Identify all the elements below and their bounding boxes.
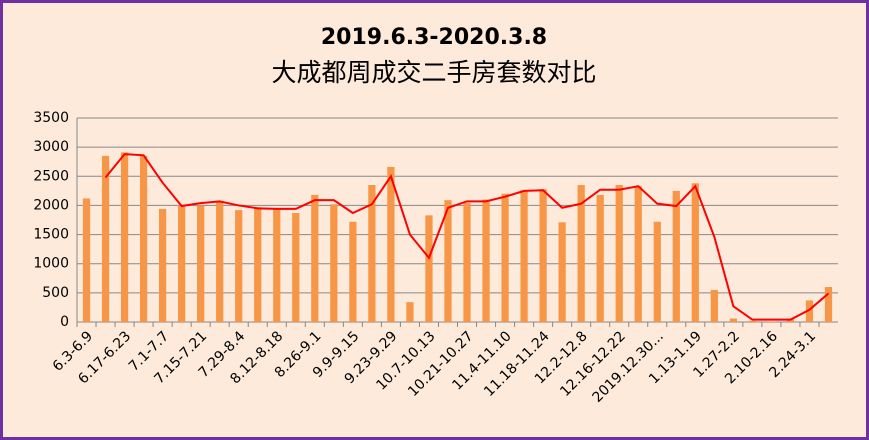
- bar: [425, 215, 433, 322]
- bar: [330, 204, 338, 322]
- y-tick-label: 2000: [33, 197, 69, 213]
- bar: [691, 183, 699, 322]
- y-tick-label: 2500: [33, 168, 69, 184]
- y-tick-label: 500: [42, 285, 69, 301]
- bar: [444, 200, 452, 322]
- y-tick-label: 3000: [33, 139, 69, 155]
- bar: [273, 209, 281, 322]
- bar: [577, 185, 585, 322]
- bar: [120, 152, 129, 322]
- bar: [672, 190, 680, 322]
- bar: [501, 193, 509, 322]
- chart-title: 2019.6.3-2020.3.8: [321, 25, 547, 50]
- bar: [463, 203, 471, 322]
- bar: [729, 318, 737, 322]
- bar: [387, 166, 395, 322]
- bar: [558, 222, 566, 322]
- bar: [824, 287, 833, 322]
- bar: [178, 205, 186, 322]
- bar: [158, 208, 167, 322]
- bar: [710, 289, 718, 322]
- y-tick-label: 3500: [33, 110, 69, 126]
- bar: [406, 302, 414, 322]
- bar: [101, 155, 110, 322]
- bar: [539, 189, 547, 322]
- bar: [634, 186, 642, 322]
- bar: [82, 198, 91, 322]
- bar: [311, 194, 319, 322]
- y-tick-label: 1000: [33, 256, 69, 272]
- bar: [349, 221, 357, 322]
- bar: [216, 201, 224, 322]
- bar: [615, 185, 623, 322]
- bar: [368, 185, 376, 322]
- bar: [197, 205, 205, 322]
- y-tick-label: 0: [60, 314, 69, 330]
- bar: [520, 190, 528, 322]
- bar: [235, 210, 243, 322]
- bar: [748, 320, 757, 322]
- bar: [292, 213, 300, 322]
- bar: [767, 321, 776, 322]
- bar: [596, 194, 604, 322]
- line: [104, 153, 830, 321]
- bar: [139, 155, 148, 322]
- bar: [254, 207, 262, 322]
- bar: [653, 221, 661, 322]
- bar: [805, 300, 814, 322]
- chart-subtitle: 大成都周成交二手房套数对比: [271, 58, 596, 87]
- y-tick-label: 1500: [33, 227, 69, 243]
- bar: [482, 199, 490, 322]
